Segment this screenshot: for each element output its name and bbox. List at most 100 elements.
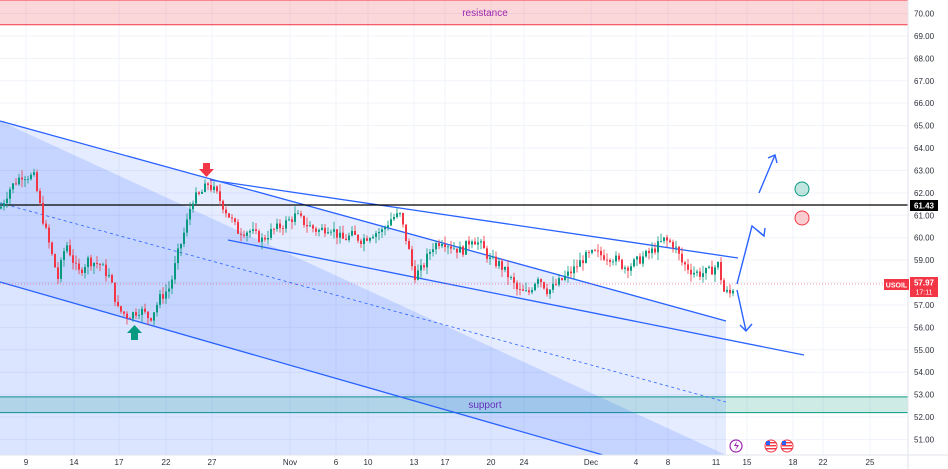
us-flag-icon[interactable] (764, 439, 778, 453)
price-zones: resistance support (0, 0, 908, 414)
candle-body (447, 246, 449, 248)
candle-body (87, 257, 89, 268)
candle-body (708, 266, 710, 268)
candle-body (159, 294, 161, 305)
candle-body (669, 240, 671, 242)
support-zone (0, 396, 908, 413)
y-tick-label: 61.00 (914, 211, 935, 220)
support-label: support (468, 400, 502, 411)
candle-body (24, 179, 26, 181)
channel-lower-line (0, 281, 604, 455)
candle-body (495, 256, 497, 267)
candle-body (12, 183, 14, 190)
candle-body (147, 311, 149, 319)
channel-upper-line (0, 120, 727, 322)
x-tick-label: 4 (634, 458, 639, 467)
candle-body (492, 256, 494, 258)
candle-body (66, 245, 68, 252)
down-arrow-icon (199, 163, 214, 177)
candle-body (78, 263, 80, 270)
bar-countdown: 17:11 (916, 290, 933, 297)
y-tick-label: 65.00 (914, 122, 935, 131)
candle-body (576, 266, 578, 268)
candle-body (81, 269, 83, 273)
candle-body (249, 231, 251, 233)
candle-body (189, 209, 191, 220)
candle-body (45, 223, 47, 228)
x-tick-label: 8 (666, 458, 671, 467)
candle-body (663, 237, 665, 241)
candle-body (99, 263, 101, 265)
projection-down-path (736, 289, 747, 332)
candle-body (507, 266, 509, 278)
candle-body (354, 230, 356, 235)
candle-body (207, 183, 209, 186)
candle-body (525, 290, 527, 292)
us-flag-icon[interactable] (780, 439, 794, 453)
candle-body (678, 246, 680, 254)
candle-body (117, 301, 119, 307)
candle-body (72, 255, 74, 263)
candle-body (282, 228, 284, 229)
candle-body (405, 224, 407, 242)
candle-body (333, 229, 335, 232)
candle-body (171, 279, 173, 289)
candle-body (675, 246, 677, 248)
candle-body (177, 248, 179, 264)
y-tick-label: 57.00 (914, 301, 935, 310)
projection-breakout-line (758, 154, 776, 194)
candle-body (126, 313, 128, 319)
candle-body (474, 241, 476, 245)
candle-body (144, 308, 146, 312)
x-tick-label: 27 (208, 458, 217, 467)
candle-body (198, 192, 200, 194)
x-tick-label: Nov (283, 458, 297, 467)
candle-body (114, 282, 116, 302)
symbol-badge: USOIL (884, 279, 909, 290)
candle-body (348, 235, 350, 241)
candle-body (258, 230, 260, 242)
candle-body (96, 262, 98, 264)
candle-body (486, 248, 488, 259)
resistance-label: resistance (462, 8, 508, 19)
candle-body (303, 215, 305, 226)
candle-body (420, 265, 422, 271)
candle-body (624, 267, 626, 269)
candle-body (480, 241, 482, 243)
candle-body (123, 311, 125, 314)
candle-body (438, 243, 440, 247)
candle-body (132, 312, 134, 319)
candle-body (150, 318, 152, 321)
candle-body (723, 280, 725, 292)
candle-body (33, 172, 35, 175)
x-tick-label: 17 (115, 458, 124, 467)
candle-body (426, 253, 428, 268)
candle-body (267, 237, 269, 240)
projection-breakout-arrowhead (767, 154, 778, 164)
candle-body (489, 257, 491, 259)
candle-body (27, 179, 29, 180)
y-tick-label: 64.00 (914, 144, 935, 153)
candle-body (366, 238, 368, 241)
candle-body (399, 212, 401, 214)
candle-body (522, 289, 524, 291)
candle-body (135, 312, 137, 316)
candle-body (717, 262, 719, 268)
candle-body (195, 192, 197, 204)
triangle-upper-line (209, 179, 739, 259)
x-tick-label: 22 (819, 458, 828, 467)
candle-body (6, 198, 8, 204)
time-axis[interactable]: 9 14 17 22 27 Nov 6 10 13 17 20 24 Dec 4 8 11 15 18 22 25 (24, 458, 875, 467)
candle-body (330, 231, 332, 233)
candle-body (372, 236, 374, 239)
candle-body (729, 289, 731, 294)
candle-body (213, 186, 215, 190)
y-tick-label: 68.00 (914, 54, 935, 63)
candle-body (555, 283, 557, 285)
candle-body (636, 256, 638, 260)
candle-body (63, 251, 65, 261)
candle-body (384, 227, 386, 230)
candle-body (414, 266, 416, 280)
candle-body (732, 290, 734, 294)
